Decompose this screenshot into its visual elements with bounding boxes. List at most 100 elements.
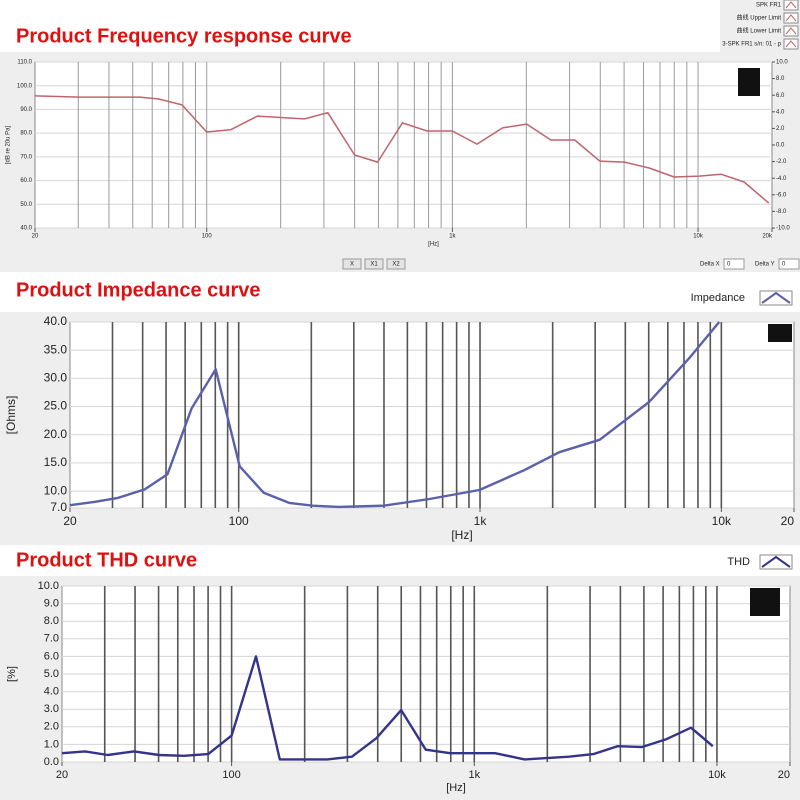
y2-tick-label: 8.0 bbox=[776, 76, 785, 82]
y2-tick-label: 10.0 bbox=[776, 60, 788, 66]
toolbar-button[interactable] bbox=[386, 258, 406, 270]
legend-icon bbox=[783, 25, 799, 37]
x-tick-label: 10k bbox=[708, 769, 726, 781]
y-tick-label: 40.0 bbox=[44, 314, 68, 328]
y-tick-label: 7.0 bbox=[44, 633, 59, 645]
x-tick-label: 10k bbox=[712, 514, 732, 528]
x-tick-label: 1k bbox=[468, 769, 480, 781]
toolbar-button[interactable] bbox=[364, 258, 384, 270]
y-tick-label: 6.0 bbox=[44, 650, 59, 662]
legend-icon bbox=[783, 0, 799, 11]
y-tick-label: 70.0 bbox=[20, 154, 32, 160]
x-tick-label: 100 bbox=[229, 514, 249, 528]
delta-box bbox=[778, 258, 800, 270]
y2-tick-label: 0.0 bbox=[776, 143, 785, 149]
x-tick-label: 100 bbox=[222, 769, 240, 781]
toolbar-button-label: X2 bbox=[392, 262, 400, 268]
y-tick-label: 60.0 bbox=[20, 178, 32, 184]
x-tick-label: 20 bbox=[778, 769, 790, 781]
x-axis-label: [Hz] bbox=[451, 528, 472, 542]
delta-value: 0 bbox=[782, 262, 786, 268]
legend-label: THD bbox=[727, 556, 750, 568]
y-tick-label: 35.0 bbox=[44, 342, 68, 356]
toolbar-button-label: X1 bbox=[370, 262, 378, 268]
y2-tick-label: -10.0 bbox=[776, 226, 790, 232]
plot-area bbox=[34, 61, 773, 229]
y-tick-label: 25.0 bbox=[44, 399, 68, 413]
x-axis-label: [Hz] bbox=[446, 782, 466, 794]
y-tick-label: 7.0 bbox=[50, 500, 67, 514]
data-line bbox=[69, 321, 721, 509]
y-tick-label: 5.0 bbox=[44, 668, 59, 680]
chart-title: Product Impedance curve bbox=[16, 279, 261, 301]
legend-swatch bbox=[785, 40, 797, 48]
y-tick-label: 2.0 bbox=[44, 721, 59, 733]
y2-tick-label: -8.0 bbox=[776, 209, 787, 215]
chart-title: Product THD curve bbox=[16, 549, 197, 571]
y-tick-label: 50.0 bbox=[20, 202, 32, 208]
y-tick-label: 15.0 bbox=[44, 455, 68, 469]
legend-swatch bbox=[785, 27, 797, 35]
delta-value: 0 bbox=[727, 262, 731, 268]
legend-label: 曲线 Upper Limit bbox=[737, 14, 782, 22]
y-tick-label: 3.0 bbox=[44, 703, 59, 715]
x-tick-label: 20 bbox=[781, 514, 795, 528]
x-tick-label: 1k bbox=[474, 514, 488, 528]
x-tick-label: 100 bbox=[202, 234, 213, 240]
y-tick-label: 9.0 bbox=[44, 598, 59, 610]
data-line bbox=[34, 95, 770, 204]
legend-swatch bbox=[785, 14, 797, 22]
title-band bbox=[0, 0, 720, 52]
y-tick-label: 100.0 bbox=[17, 83, 33, 89]
y-tick-label: 40.0 bbox=[20, 226, 32, 232]
x-tick-label: 10k bbox=[693, 234, 704, 240]
x-tick-label: 20 bbox=[32, 234, 39, 240]
toolbar-button[interactable] bbox=[342, 258, 362, 270]
y-tick-label: 1.0 bbox=[44, 738, 59, 750]
legend-label: SPK FR1 bbox=[756, 3, 782, 9]
head-icon bbox=[750, 588, 780, 616]
plot-area bbox=[69, 321, 795, 509]
delta-label: Delta X bbox=[700, 262, 720, 268]
y-tick-label: 0.0 bbox=[44, 756, 59, 768]
y-tick-label: 110.0 bbox=[17, 60, 32, 66]
title-band bbox=[0, 545, 800, 576]
y-tick-label: 8.0 bbox=[44, 615, 59, 627]
y2-tick-label: 4.0 bbox=[776, 109, 785, 115]
x-tick-label: 20k bbox=[762, 234, 773, 240]
legend-icon bbox=[759, 290, 793, 306]
head-icon bbox=[738, 68, 760, 96]
y2-tick-label: -6.0 bbox=[776, 192, 787, 198]
y-tick-label: 80.0 bbox=[20, 131, 32, 137]
x-tick-label: 1k bbox=[449, 234, 456, 240]
x-axis-label: [Hz] bbox=[428, 242, 439, 248]
toolbar-button-label: X bbox=[350, 262, 354, 268]
x-tick-label: 20 bbox=[63, 514, 77, 528]
y-axis-label: [%] bbox=[6, 666, 18, 682]
y-tick-label: 10.0 bbox=[38, 580, 59, 592]
y2-tick-label: -4.0 bbox=[776, 176, 787, 182]
chart-title: Product Frequency response curve bbox=[16, 25, 352, 47]
legend-swatch bbox=[761, 291, 791, 304]
legend-icon bbox=[783, 12, 799, 24]
y2-tick-label: 6.0 bbox=[776, 93, 785, 99]
y-tick-label: 20.0 bbox=[44, 427, 68, 441]
y2-tick-label: -2.0 bbox=[776, 159, 787, 165]
data-line bbox=[61, 655, 714, 761]
legend-icon bbox=[783, 38, 799, 50]
y-tick-label: 4.0 bbox=[44, 686, 59, 698]
x-tick-label: 20 bbox=[56, 769, 68, 781]
delta-box bbox=[723, 258, 745, 270]
y-axis-label: [Ohms] bbox=[4, 396, 18, 435]
y-tick-label: 90.0 bbox=[20, 107, 32, 113]
legend-swatch bbox=[761, 555, 791, 568]
y2-tick-label: 2.0 bbox=[776, 126, 785, 132]
y-axis-label: [dB re 20u Pa] bbox=[6, 125, 12, 164]
legend-swatch bbox=[785, 1, 797, 9]
head-icon bbox=[768, 324, 792, 342]
legend-label: 曲线 Lower Limit bbox=[737, 27, 782, 35]
title-band bbox=[0, 274, 800, 312]
legend-icon bbox=[759, 554, 793, 570]
y-tick-label: 10.0 bbox=[44, 483, 68, 497]
